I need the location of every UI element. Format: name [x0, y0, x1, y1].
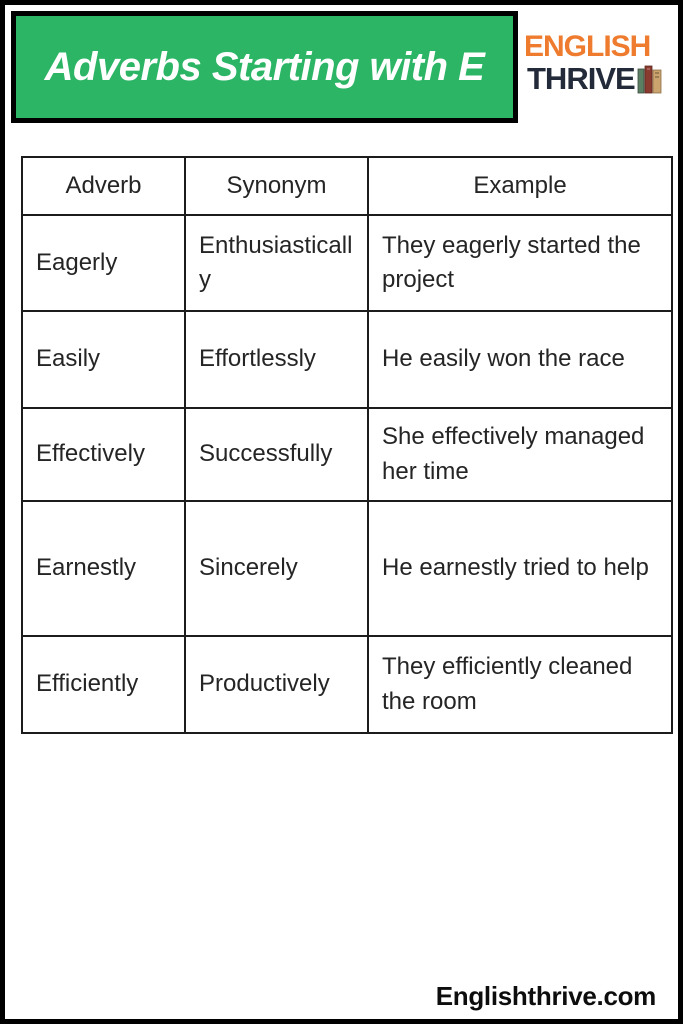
table-row: Efficiently Productively They efficientl…	[21, 635, 673, 734]
example-cell: They efficiently cleaned the room	[367, 635, 673, 734]
adverbs-table: Adverb Synonym Example Eagerly Enthusias…	[21, 156, 673, 734]
page-title: Adverbs Starting with E	[44, 44, 485, 89]
adverb-cell: Effectively	[21, 407, 186, 502]
example-cell: She effectively managed her time	[367, 407, 673, 502]
adverb-cell: Efficiently	[21, 635, 186, 734]
column-header-example: Example	[367, 156, 673, 216]
table-header-row: Adverb Synonym Example	[21, 156, 673, 216]
table-row: Eagerly Enthusiastically They eagerly st…	[21, 214, 673, 312]
title-banner: Adverbs Starting with E	[11, 11, 518, 123]
synonym-cell: Effortlessly	[184, 310, 369, 409]
logo-text-thrive: THRIVE	[527, 60, 636, 96]
brand-logo: ENGLISH THRIVE	[524, 31, 664, 95]
synonym-cell: Enthusiastically	[184, 214, 369, 312]
adverb-cell: Easily	[21, 310, 186, 409]
example-cell: He earnestly tried to help	[367, 500, 673, 637]
column-header-adverb: Adverb	[21, 156, 186, 216]
synonym-cell: Successfully	[184, 407, 369, 502]
logo-second-line: THRIVE	[527, 60, 664, 96]
example-cell: They eagerly started the project	[367, 214, 673, 312]
website-footer: Englishthrive.com	[435, 981, 657, 1011]
table-row: Effectively Successfully She effectively…	[21, 407, 673, 502]
logo-text-english: ENGLISH	[524, 30, 651, 63]
table-row: Earnestly Sincerely He earnestly tried t…	[21, 500, 673, 637]
column-header-synonym: Synonym	[184, 156, 369, 216]
adverb-cell: Eagerly	[21, 214, 186, 312]
table-row: Easily Effortlessly He easily won the ra…	[21, 310, 673, 409]
synonym-cell: Productively	[184, 635, 369, 734]
adverb-cell: Earnestly	[21, 500, 186, 637]
example-cell: He easily won the race	[367, 310, 673, 409]
books-stack-icon	[637, 65, 662, 94]
synonym-cell: Sincerely	[184, 500, 369, 637]
